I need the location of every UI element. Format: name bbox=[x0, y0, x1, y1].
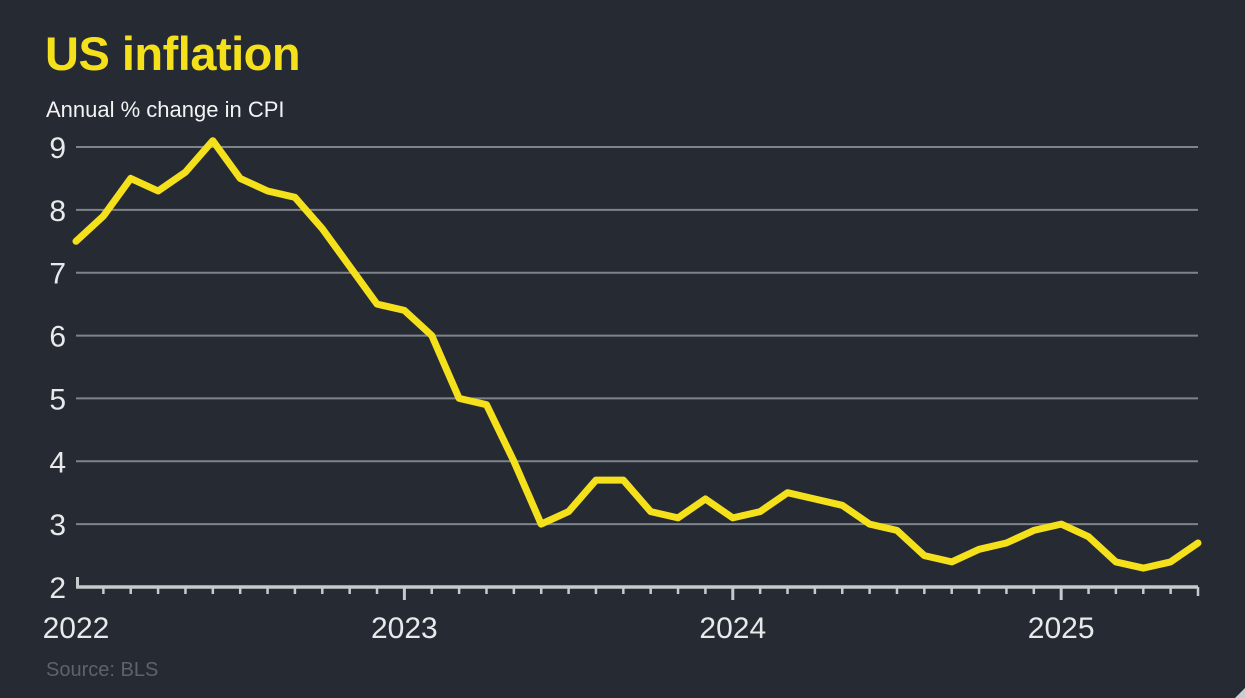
y-tick-label: 2 bbox=[49, 572, 66, 605]
y-tick-label: 7 bbox=[49, 258, 66, 291]
y-tick-label: 9 bbox=[49, 132, 66, 165]
corner-resize-icon bbox=[1235, 688, 1245, 698]
y-tick-label: 5 bbox=[49, 383, 66, 416]
x-tick-label: 2023 bbox=[371, 612, 438, 645]
x-tick-label: 2024 bbox=[699, 612, 766, 645]
source-label: Source: BLS bbox=[46, 659, 159, 681]
y-tick-label: 4 bbox=[49, 446, 66, 479]
y-tick-label: 6 bbox=[49, 321, 66, 354]
y-tick-label: 8 bbox=[49, 195, 66, 228]
y-tick-label: 3 bbox=[49, 509, 66, 542]
inflation-line bbox=[72, 137, 1202, 572]
x-tick-label: 2025 bbox=[1028, 612, 1095, 645]
chart-subtitle: Annual % change in CPI bbox=[46, 97, 285, 122]
chart-title: US inflation bbox=[45, 27, 301, 80]
x-tick-label: 2022 bbox=[43, 612, 110, 645]
